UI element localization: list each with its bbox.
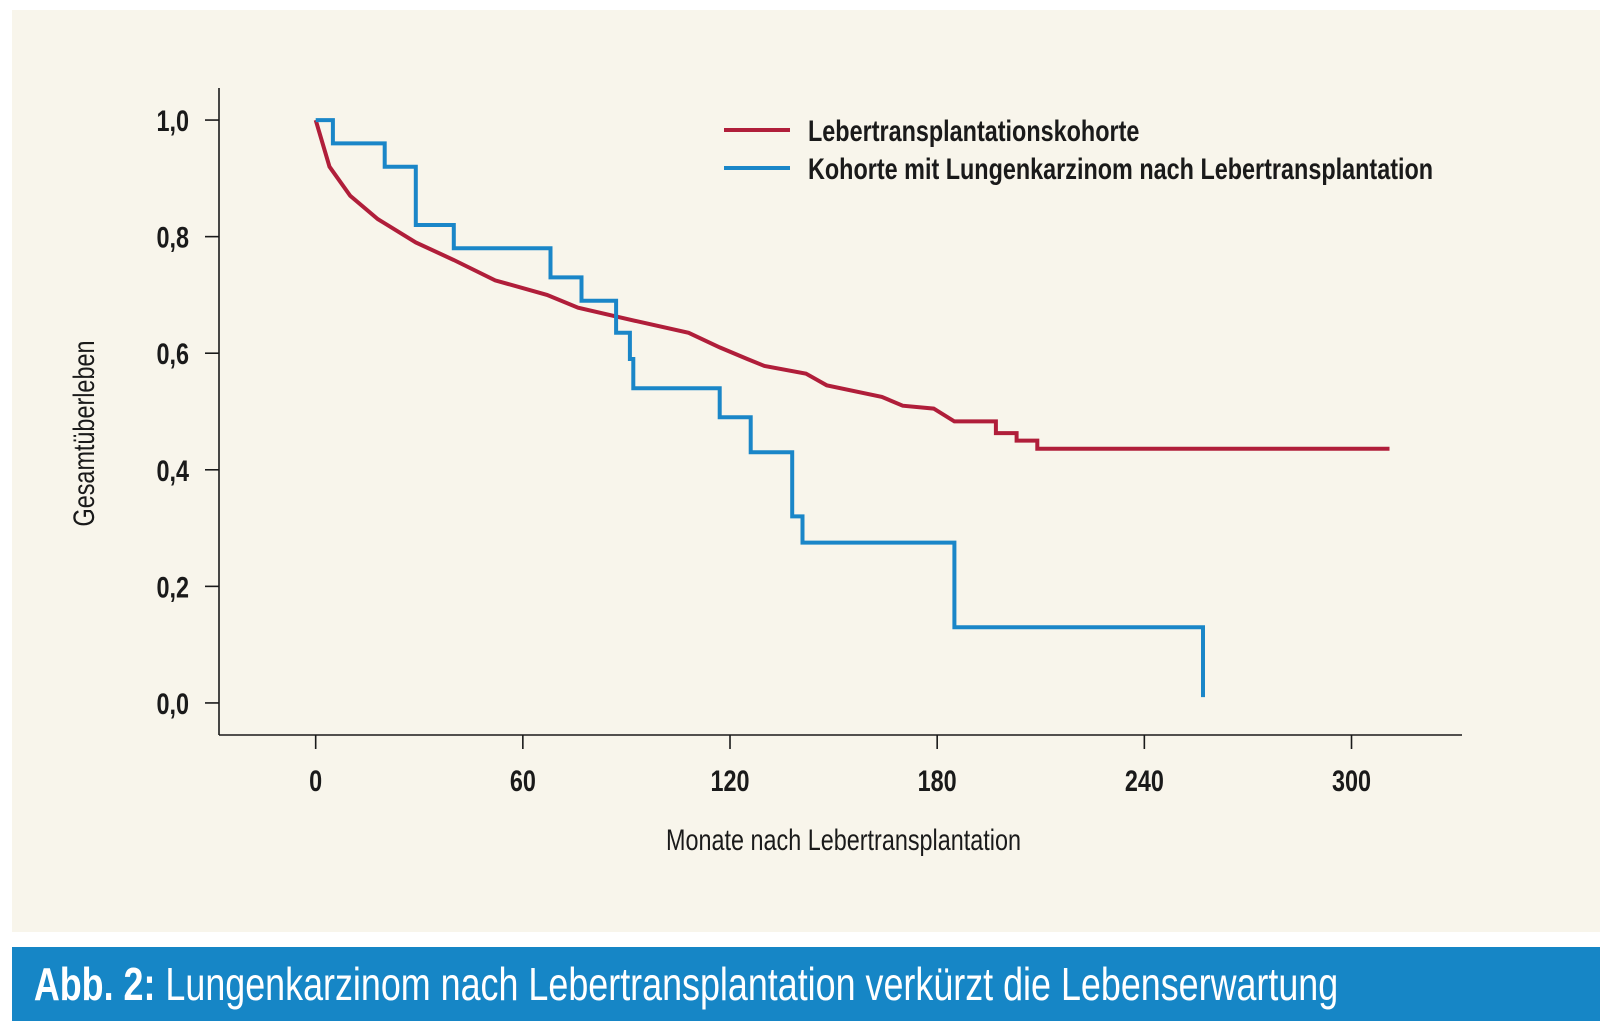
figure-panel: 0,0 0,2 0,4 0,6 0,8 1,0 0 60 120 180 240 300 Lebert…: [12, 10, 1600, 932]
y-tick-label: 0,6: [156, 337, 189, 370]
figure-caption: Abb. 2: Lungenkarzinom nach Lebertranspl…: [12, 947, 1600, 1021]
y-tick-label: 0,2: [156, 571, 189, 604]
y-tick-label: 0,4: [156, 454, 189, 487]
x-tick-label: 240: [1125, 764, 1164, 797]
legend: Lebertransplantationskohorte Kohorte mit …: [724, 114, 1433, 186]
y-tick-label: 0,8: [156, 221, 189, 254]
x-tick-label: 60: [510, 764, 536, 797]
x-tick-label: 180: [918, 764, 957, 797]
axes: 0,0 0,2 0,4 0,6 0,8 1,0 0 60 120 180 240 300: [156, 88, 1462, 798]
caption-text: Lungenkarzinom nach Lebertransplantation…: [155, 958, 1339, 1010]
y-tick-label: 0,0: [156, 687, 189, 720]
legend-label-2: Kohorte mit Lungenkarzinom nach Lebertra…: [808, 152, 1433, 185]
x-tick-label: 0: [309, 764, 322, 797]
caption-label: Abb. 2:: [33, 958, 156, 1010]
series-line-2: [315, 118, 1205, 698]
series-line-1: [313, 119, 1390, 451]
x-tick-label: 120: [710, 764, 749, 797]
caption-text-wrap: Abb. 2: Lungenkarzinom nach Lebertranspl…: [12, 947, 1338, 1021]
y-tick-label: 1,0: [156, 104, 189, 137]
x-tick-label: 300: [1332, 764, 1371, 797]
x-axis-title: Monate nach Lebertransplantation: [666, 823, 1021, 856]
survival-chart: 0,0 0,2 0,4 0,6 0,8 1,0 0 60 120 180 240 300 Lebert…: [67, 88, 1462, 857]
y-axis-title: Gesamtüberleben: [67, 341, 100, 527]
series-layer: [313, 118, 1390, 698]
legend-label-1: Lebertransplantationskohorte: [808, 114, 1139, 147]
